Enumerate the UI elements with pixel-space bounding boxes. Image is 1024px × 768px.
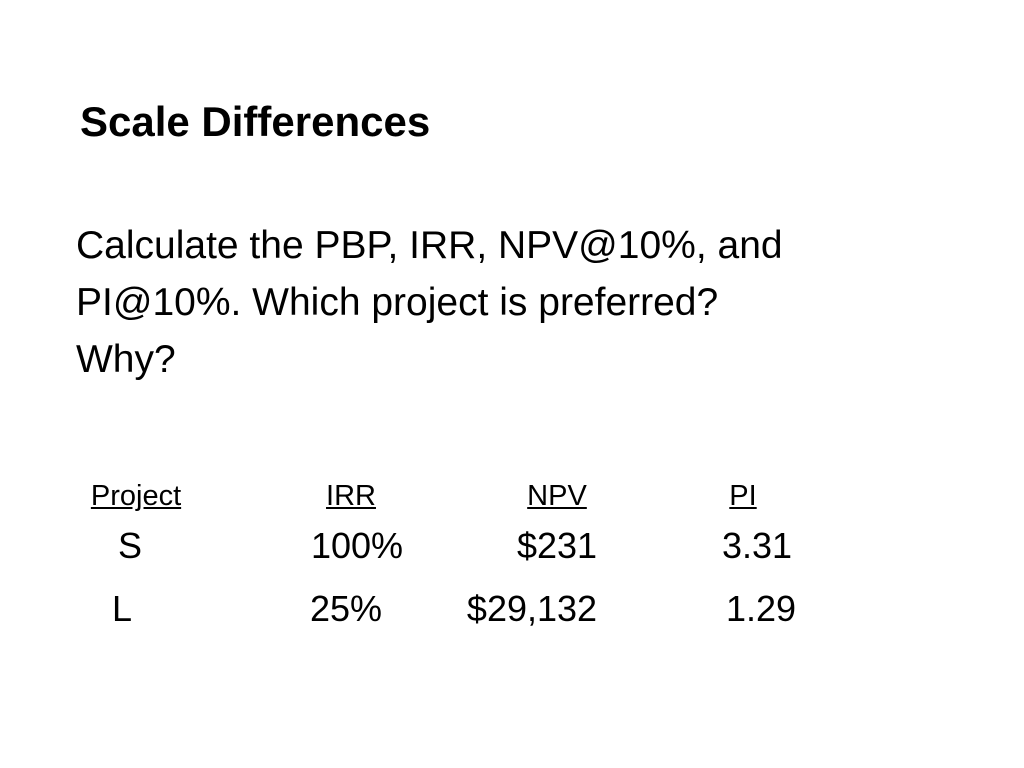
slide-title: Scale Differences <box>80 98 431 145</box>
column-header: IRR <box>326 480 376 512</box>
column-header: NPV <box>527 480 587 512</box>
table-cell: $29,132 <box>466 588 598 629</box>
column-header: PI <box>729 480 757 512</box>
table-cell: S <box>117 525 143 566</box>
body-line: PI@10%. Which project is preferred? <box>76 281 719 324</box>
table-cell: 25% <box>309 588 383 629</box>
body-line: Why? <box>76 338 176 381</box>
table-cell: 100% <box>310 525 404 566</box>
table-cell: 3.31 <box>721 525 793 566</box>
body-line: Calculate the PBP, IRR, NPV@10%, and <box>76 224 783 267</box>
column-header: Project <box>90 480 182 512</box>
table-cell: $231 <box>516 525 598 566</box>
table-cell: 1.29 <box>725 588 797 629</box>
table-cell: L <box>111 588 133 629</box>
